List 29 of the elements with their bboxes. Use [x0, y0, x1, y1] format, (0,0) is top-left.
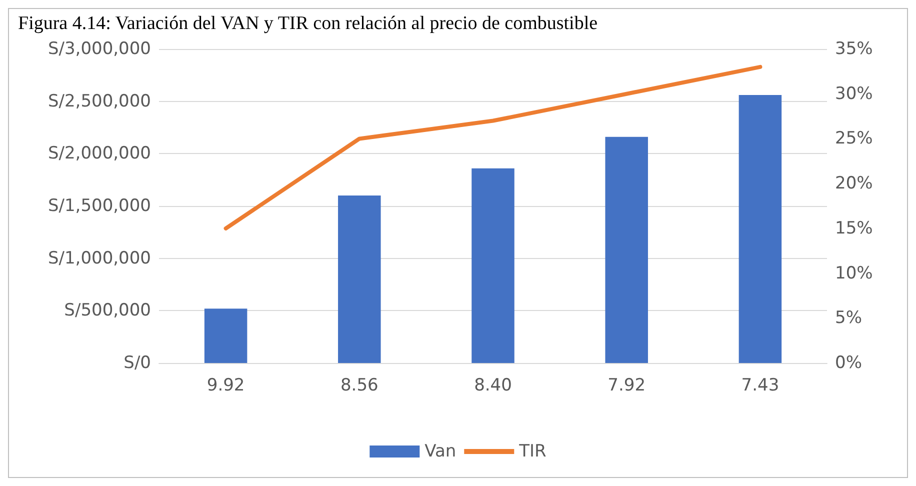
bar: [605, 136, 648, 363]
x-tick-label: 9.92: [206, 376, 245, 396]
x-tick-label: 7.43: [741, 376, 780, 396]
y2-tick-label: 5%: [835, 308, 862, 328]
x-tick-label: 8.56: [340, 376, 378, 396]
y-tick-label: S/2,500,000: [48, 91, 151, 112]
y-tick-label: S/1,000,000: [48, 248, 151, 268]
y2-tick-label: 15%: [835, 218, 873, 238]
bar: [472, 168, 514, 363]
y-tick-label: S/0: [124, 353, 151, 373]
chart-title: Figura 4.14: Variación del VAN y TIR con relación al precio de combustible: [18, 13, 598, 34]
y2-tick-label: 0%: [835, 353, 862, 373]
y2-tick-label: 20%: [835, 174, 873, 194]
bar: [204, 308, 248, 363]
legend-label: Van: [424, 442, 456, 462]
bar: [338, 196, 381, 363]
bar: [738, 95, 782, 363]
y-tick-label: S/3,000,000: [48, 39, 151, 59]
y2-tick-label: 10%: [835, 263, 873, 284]
line-series: [224, 64, 762, 230]
x-tick-label: 8.40: [474, 376, 512, 396]
y-tick-label: S/2,000,000: [48, 144, 151, 164]
y2-tick-label: 25%: [835, 128, 873, 149]
y-tick-label: S/500,000: [64, 300, 151, 321]
x-tick-label: 7.92: [608, 376, 646, 396]
y2-tick-label: 30%: [835, 84, 873, 104]
y-tick-label: S/1,500,000: [48, 196, 151, 216]
legend-label: TIR: [518, 442, 547, 462]
y2-tick-label: 35%: [835, 39, 873, 59]
